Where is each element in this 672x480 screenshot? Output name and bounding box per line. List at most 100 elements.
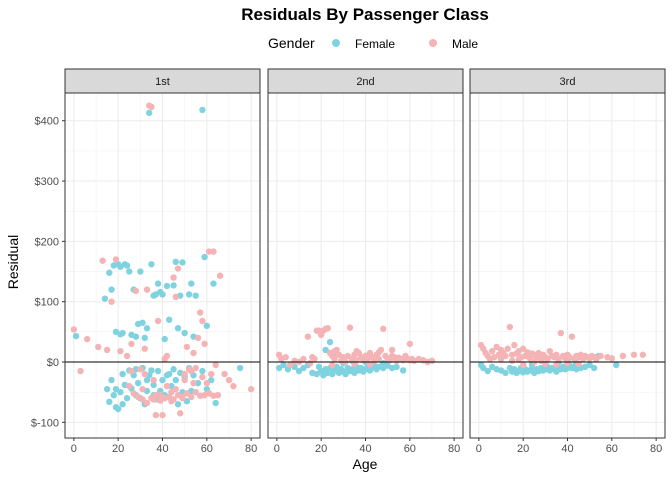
data-point xyxy=(70,326,78,333)
data-point xyxy=(174,325,182,332)
data-point xyxy=(128,367,135,375)
legend-title: Gender xyxy=(268,35,315,51)
data-point xyxy=(112,256,120,263)
x-tick-label: 40 xyxy=(156,443,168,455)
data-point xyxy=(165,316,173,323)
data-point xyxy=(286,361,294,369)
data-point xyxy=(247,385,255,393)
data-point xyxy=(137,268,144,275)
data-point xyxy=(146,109,153,117)
data-point xyxy=(154,367,162,375)
data-point xyxy=(380,325,387,333)
data-point xyxy=(128,340,135,348)
data-point xyxy=(103,346,111,354)
data-point xyxy=(181,376,188,384)
data-point xyxy=(199,367,206,375)
data-point xyxy=(148,261,155,268)
data-point xyxy=(161,335,168,343)
data-point xyxy=(608,355,616,362)
data-point xyxy=(183,390,191,397)
data-point xyxy=(181,370,188,378)
data-point xyxy=(141,345,148,352)
y-tick-label: $400 xyxy=(35,116,59,128)
data-point xyxy=(126,382,133,390)
data-point xyxy=(108,298,115,305)
data-point xyxy=(170,274,177,281)
data-point xyxy=(192,292,199,299)
data-point xyxy=(196,309,204,316)
data-point xyxy=(212,361,219,369)
data-point xyxy=(557,329,565,337)
panel-1st: 1st 0 20 40 60 80 xyxy=(64,68,261,455)
data-point xyxy=(346,324,354,331)
data-point xyxy=(366,361,374,368)
x-tick-label: 80 xyxy=(650,443,662,455)
data-point xyxy=(203,379,211,387)
data-point xyxy=(221,370,228,378)
data-point xyxy=(375,355,382,363)
data-point xyxy=(502,369,509,377)
data-point xyxy=(174,401,182,408)
data-point xyxy=(192,364,199,372)
data-point xyxy=(353,347,360,355)
data-point xyxy=(141,334,148,342)
y-tick-label: $-100 xyxy=(31,417,59,429)
data-point xyxy=(177,410,184,417)
legend-label-male: Male xyxy=(452,37,478,51)
data-point xyxy=(639,351,647,358)
data-point xyxy=(331,355,338,363)
data-point xyxy=(103,385,111,393)
data-point xyxy=(406,340,414,348)
data-point xyxy=(304,333,312,340)
data-point xyxy=(568,333,576,340)
y-axis-label: Residual xyxy=(5,235,21,289)
data-point xyxy=(306,360,314,367)
data-point xyxy=(205,248,213,255)
data-point xyxy=(300,355,307,363)
data-point xyxy=(192,388,199,396)
data-point xyxy=(280,361,287,369)
data-point xyxy=(170,282,177,289)
data-point xyxy=(324,325,332,332)
data-point xyxy=(159,376,166,384)
data-point xyxy=(134,379,142,387)
data-point xyxy=(174,265,182,272)
data-point xyxy=(282,353,289,361)
data-point xyxy=(139,396,146,403)
facet-panels: 1st 0 20 40 60 80 2nd 0 20 40 60 80 3rd 0 20 40 60 80 xyxy=(64,68,666,455)
data-point xyxy=(506,323,514,331)
data-point xyxy=(201,253,208,261)
data-point xyxy=(163,382,171,390)
data-point xyxy=(172,385,179,393)
data-point xyxy=(108,376,115,384)
x-tick-label: 60 xyxy=(606,443,618,455)
data-point xyxy=(519,361,527,369)
data-point xyxy=(154,317,162,325)
data-point xyxy=(190,349,197,357)
data-point xyxy=(511,341,518,349)
x-tick-label: 40 xyxy=(561,443,573,455)
data-point xyxy=(159,411,166,419)
data-point xyxy=(106,398,113,406)
data-point xyxy=(77,367,84,375)
panel-3rd: 3rd 0 20 40 60 80 xyxy=(469,68,666,455)
data-point xyxy=(150,376,157,384)
data-point xyxy=(183,343,191,351)
data-point xyxy=(488,347,496,355)
data-point xyxy=(101,295,109,302)
panel-2nd: 2nd 0 20 40 60 80 xyxy=(267,68,464,455)
data-point xyxy=(72,332,80,340)
data-point xyxy=(331,347,338,355)
x-tick-label: 60 xyxy=(404,443,416,455)
data-point xyxy=(194,379,202,387)
data-point xyxy=(114,405,122,413)
data-point xyxy=(170,396,177,403)
data-point xyxy=(143,399,151,407)
strip-label: 1st xyxy=(155,76,170,88)
data-point xyxy=(311,355,318,363)
data-point xyxy=(508,357,516,364)
x-tick-label: 20 xyxy=(112,443,124,455)
data-point xyxy=(329,361,336,369)
data-point xyxy=(163,282,171,290)
